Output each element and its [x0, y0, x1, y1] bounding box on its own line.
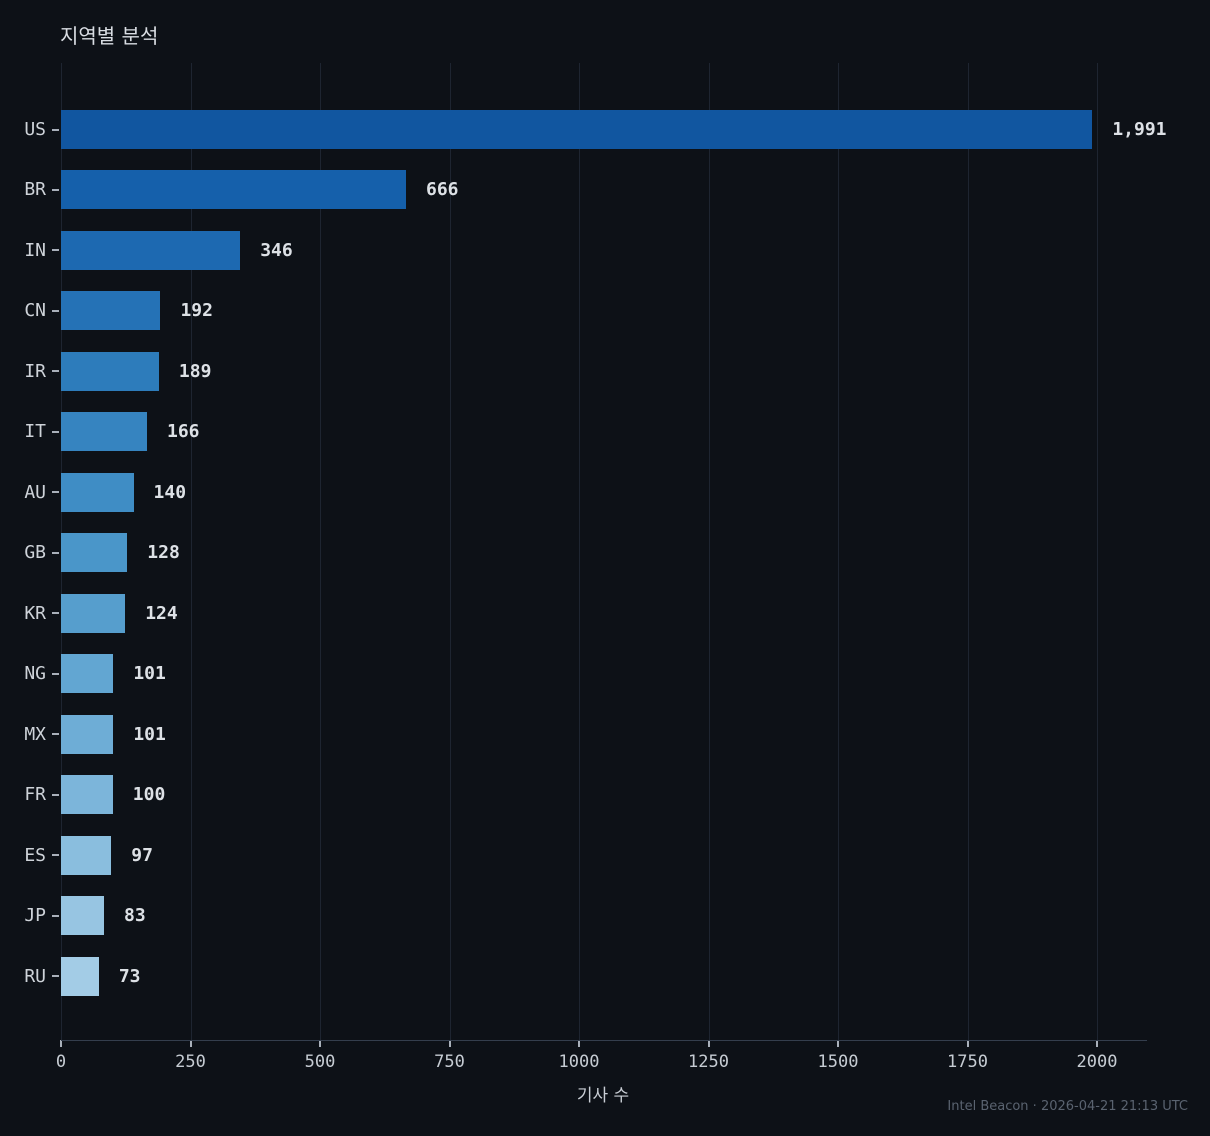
category-label: BR — [24, 179, 46, 201]
category-label: CN — [24, 300, 46, 322]
bar-value-label: 192 — [180, 300, 213, 322]
bar — [61, 835, 112, 875]
gridline — [1097, 63, 1098, 1040]
x-tick-mark — [60, 1040, 62, 1047]
gridline — [320, 63, 321, 1040]
y-tick-mark — [52, 491, 59, 494]
category-label: KR — [24, 602, 46, 624]
bar-value-label: 101 — [133, 723, 166, 745]
bar — [61, 533, 128, 573]
x-tick-mark — [448, 1040, 451, 1047]
bar-value-label: 140 — [153, 481, 187, 503]
x-tick-mark — [966, 1040, 969, 1047]
category-label: NG — [24, 663, 46, 685]
y-tick-mark — [52, 793, 59, 796]
category-label: ES — [24, 844, 46, 866]
category-label: US — [24, 119, 46, 140]
y-tick-mark — [52, 733, 59, 736]
category-label: GB — [24, 542, 46, 564]
x-tick-label: 500 — [304, 1052, 336, 1072]
y-tick-mark — [52, 551, 59, 554]
bar-value-label: 166 — [166, 421, 200, 443]
x-axis-line — [61, 1040, 1147, 1041]
bar-value-label: 73 — [118, 965, 141, 987]
bar — [61, 775, 113, 815]
x-tick-label: 250 — [175, 1052, 206, 1072]
bar — [61, 956, 99, 996]
gridline — [967, 63, 969, 1040]
bar — [61, 654, 114, 694]
bar — [61, 896, 104, 936]
bar — [61, 412, 147, 452]
x-tick-mark — [1096, 1040, 1098, 1047]
bar — [61, 230, 241, 270]
category-label: FR — [24, 784, 46, 806]
x-tick-mark — [578, 1040, 580, 1047]
bar-value-label: 1,991 — [1112, 119, 1167, 140]
y-tick-mark — [52, 249, 59, 252]
x-tick-mark — [189, 1040, 192, 1047]
gridline — [708, 63, 710, 1040]
category-label: JP — [24, 905, 46, 927]
y-tick-mark — [52, 309, 59, 312]
bar-value-label: 189 — [178, 360, 212, 382]
plot-area: 0 250 500 750 1000 1250 1500 1750 2000 US 1,991 BR 6… — [24, 63, 1167, 1072]
bar-value-label: 346 — [260, 239, 293, 261]
y-tick-mark — [52, 914, 59, 917]
footer-watermark: Intel Beacon · 2026-04-21 21:13 UTC — [947, 1099, 1188, 1114]
bar — [61, 110, 1093, 149]
category-label: AU — [24, 481, 46, 503]
x-tick-label: 2000 — [1076, 1052, 1118, 1072]
gridline — [579, 63, 580, 1040]
bar — [61, 714, 114, 754]
bar — [61, 593, 126, 633]
x-tick-label: 1250 — [688, 1052, 729, 1072]
bar-value-label: 666 — [425, 179, 459, 201]
x-tick-label: 1500 — [817, 1052, 859, 1072]
y-tick-mark — [52, 188, 59, 191]
gridline — [838, 63, 839, 1040]
gridline — [449, 63, 451, 1040]
bar — [61, 472, 134, 512]
category-label: IR — [24, 360, 46, 382]
bar — [61, 170, 406, 210]
x-tick-label: 0 — [55, 1052, 67, 1072]
bar-value-label: 128 — [147, 542, 180, 564]
bar-value-label: 124 — [145, 602, 178, 624]
bar-value-label: 97 — [131, 844, 153, 866]
bar-value-label: 101 — [133, 663, 166, 685]
y-tick-mark — [52, 854, 59, 857]
bar — [61, 291, 161, 331]
x-tick-label: 1000 — [558, 1052, 600, 1072]
category-label: IT — [24, 421, 46, 443]
category-label: RU — [24, 965, 46, 987]
y-tick-mark — [52, 975, 59, 978]
gridline — [190, 63, 192, 1040]
category-label: MX — [24, 723, 46, 745]
x-tick-label: 1750 — [947, 1052, 988, 1072]
x-tick-mark — [319, 1040, 321, 1047]
y-tick-mark — [52, 370, 59, 373]
x-tick-label: 750 — [434, 1052, 465, 1072]
bar — [61, 351, 159, 391]
x-axis-label: 기사 수 — [576, 1086, 630, 1106]
x-tick-mark — [707, 1040, 710, 1047]
bar-value-label: 83 — [123, 905, 146, 927]
y-tick-mark — [52, 128, 59, 131]
y-tick-mark — [52, 430, 59, 433]
bar-value-label: 100 — [132, 784, 166, 806]
y-tick-mark — [52, 612, 59, 615]
x-tick-mark — [837, 1040, 839, 1047]
category-label: IN — [24, 239, 46, 261]
y-tick-mark — [52, 672, 59, 675]
chart-title: 지역별 분석 — [60, 24, 159, 48]
